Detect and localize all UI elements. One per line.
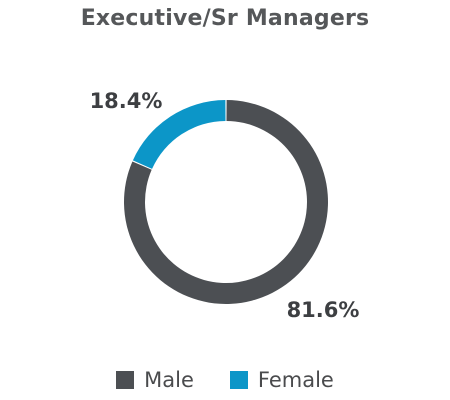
legend-label-male: Male <box>144 368 194 392</box>
data-label-female: 18.4% <box>90 89 163 113</box>
legend-swatch-female <box>229 371 248 389</box>
legend-swatch-male <box>116 371 135 389</box>
legend-item-female: Female <box>229 368 334 392</box>
legend-item-male: Male <box>116 368 194 392</box>
legend-label-female: Female <box>257 368 334 392</box>
donut-slice-female <box>132 100 226 169</box>
data-label-male: 81.6% <box>287 298 360 322</box>
chart-title: Executive/Sr Managers <box>80 6 370 31</box>
legend: Male Female <box>0 368 450 392</box>
